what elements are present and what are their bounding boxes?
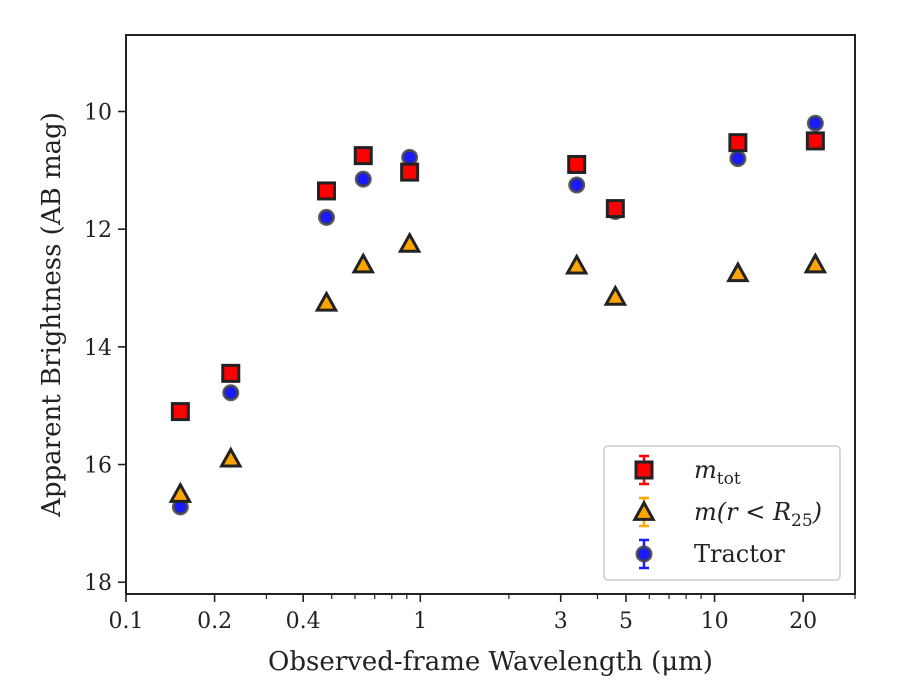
legend: mtot m(r < R25) Tractor <box>603 445 841 581</box>
square-point <box>400 162 420 182</box>
x-tick-label: 10 <box>701 609 729 634</box>
square-point <box>353 146 373 166</box>
y-tick-label: 12 <box>84 218 112 243</box>
legend-circle-marker <box>635 545 653 563</box>
square-point <box>728 133 748 153</box>
circle-point <box>354 170 372 188</box>
x-tick-label: 5 <box>619 609 633 634</box>
square-point <box>605 199 625 219</box>
x-tick-label: 1 <box>413 609 427 634</box>
triangle-point <box>351 252 376 274</box>
triangle-point <box>726 261 750 283</box>
y-axis-label: Apparent Brightness (AB mag) <box>37 112 67 518</box>
x-tick-label: 0.1 <box>109 609 144 634</box>
x-tick-label: 0.4 <box>286 609 321 634</box>
y-tick-label: 18 <box>84 571 112 596</box>
x-axis-label: Observed-frame Wavelength (μm) <box>268 647 713 677</box>
legend-box <box>603 445 841 581</box>
legend-label: m(r < R25) <box>694 498 822 531</box>
triangle-point <box>168 481 193 503</box>
legend-triangle-marker <box>632 499 656 521</box>
square-point <box>567 154 587 174</box>
triangle-point <box>803 252 828 274</box>
x-axis: 0.1 0.2 0.4 1 3 5 10 20 <box>109 594 856 634</box>
series-triangle <box>168 231 828 503</box>
plot-frame <box>125 34 856 595</box>
data-marks <box>168 114 828 516</box>
square-point <box>170 402 190 422</box>
square-point <box>316 181 336 201</box>
square-point <box>221 363 241 383</box>
circle-point <box>222 384 240 402</box>
triangle-point <box>603 284 628 306</box>
y-tick-label: 14 <box>84 336 112 361</box>
triangle-point <box>314 290 339 312</box>
x-tick-label: 3 <box>554 609 568 634</box>
y-axis: 10 12 14 16 18 <box>84 100 126 596</box>
legend-label: Tractor <box>694 540 785 568</box>
triangle-point <box>219 446 243 468</box>
series-square <box>170 131 825 422</box>
circle-point <box>729 150 747 168</box>
legend-square-marker <box>634 460 654 480</box>
circle-point <box>568 176 586 194</box>
circle-point <box>806 114 824 132</box>
triangle-point <box>397 231 422 253</box>
legend-label: mtot <box>694 456 741 489</box>
circle-point <box>317 208 335 226</box>
y-tick-label: 16 <box>84 454 112 479</box>
x-tick-label: 0.2 <box>197 609 232 634</box>
circle-point <box>401 148 419 166</box>
y-tick-label: 10 <box>84 100 112 125</box>
triangle-point <box>564 253 589 275</box>
x-tick-label: 20 <box>789 609 817 634</box>
square-point <box>805 131 825 151</box>
series-circle <box>171 114 824 516</box>
